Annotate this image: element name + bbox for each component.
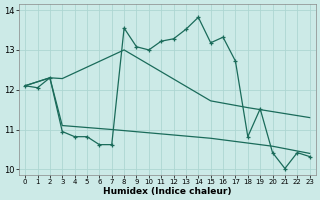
- X-axis label: Humidex (Indice chaleur): Humidex (Indice chaleur): [103, 187, 232, 196]
